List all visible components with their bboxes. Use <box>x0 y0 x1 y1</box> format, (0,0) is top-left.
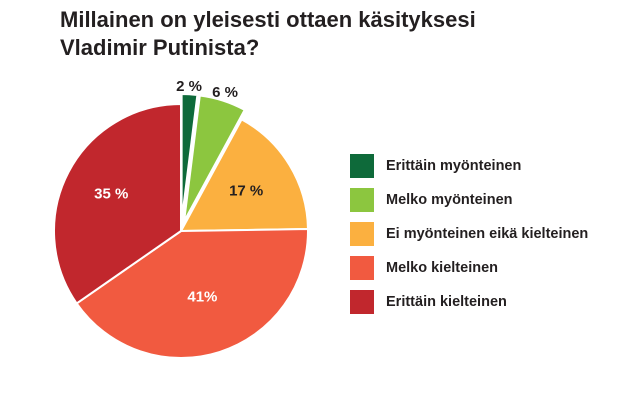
legend-item-1: Erittäin myönteinen <box>350 154 620 178</box>
legend-label: Melko kielteinen <box>386 260 499 276</box>
legend: Erittäin myönteinen Melko myönteinen Ei my… <box>350 154 620 325</box>
chart-title-line-2: Vladimir Putinista? <box>60 35 260 60</box>
pie-slice-label-2: 6 % <box>212 84 238 101</box>
legend-swatch <box>350 290 374 314</box>
legend-item-3: Ei myönteinen eikä kielteinen <box>350 222 620 246</box>
legend-label: Ei myönteinen eikä kielteinen <box>386 226 589 242</box>
pie-slice-label-1: 2 % <box>176 78 202 95</box>
legend-item-2: Melko myönteinen <box>350 188 620 212</box>
legend-swatch <box>350 222 374 246</box>
legend-swatch <box>350 154 374 178</box>
legend-item-4: Melko kielteinen <box>350 256 620 280</box>
pie-slice-1 <box>180 93 199 223</box>
legend-label: Erittäin kielteinen <box>386 294 507 310</box>
chart-title-line-1: Millainen on yleisesti ottaen käsitykses… <box>60 7 476 32</box>
pie-slice-2 <box>183 94 246 223</box>
legend-swatch <box>350 188 374 212</box>
pie-slice-label-5: 35 % <box>94 185 128 202</box>
legend-item-5: Erittäin kielteinen <box>350 290 620 314</box>
pie-slice-3 <box>180 118 309 232</box>
chart-title: Millainen on yleisesti ottaen käsitykses… <box>60 6 580 62</box>
pie-slice-label-3: 17 % <box>229 183 263 200</box>
legend-swatch <box>350 256 374 280</box>
pie-slice-label-4: 41% <box>187 288 217 305</box>
legend-label: Melko myönteinen <box>386 192 513 208</box>
pie-slice-4 <box>75 228 309 359</box>
legend-label: Erittäin myönteinen <box>386 158 522 174</box>
pie-slice-5 <box>53 103 182 305</box>
